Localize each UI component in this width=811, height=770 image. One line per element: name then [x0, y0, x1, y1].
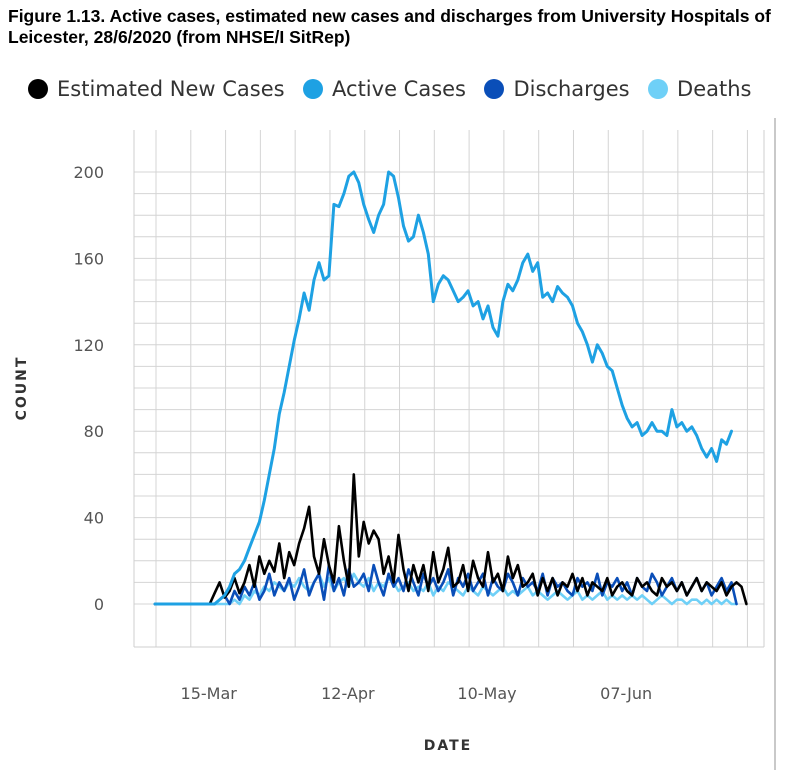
y-tick-label: 0 — [94, 595, 104, 614]
x-tick-label: 12-Apr — [321, 684, 375, 703]
x-axis-title: DATE — [424, 738, 472, 754]
y-axis: 0 40 80 120 160 200 — [73, 163, 104, 614]
y-tick-label: 40 — [84, 509, 104, 528]
legend-label: Deaths — [677, 77, 752, 101]
legend-label: Discharges — [513, 77, 630, 101]
x-axis: 15-Mar 12-Apr 10-May 07-Jun — [181, 684, 653, 703]
series-lines — [153, 170, 748, 606]
legend-item-active-cases[interactable]: Active Cases — [303, 77, 466, 101]
legend-marker — [28, 79, 48, 99]
x-tick-label: 15-Mar — [181, 684, 238, 703]
x-tick-label: 10-May — [457, 684, 516, 703]
series-line-estimated-new-cases — [153, 473, 748, 606]
legend-item-estimated-new-cases[interactable]: Estimated New Cases — [28, 77, 285, 101]
y-tick-label: 120 — [73, 336, 104, 355]
legend-item-deaths[interactable]: Deaths — [648, 77, 752, 101]
legend-marker — [484, 79, 505, 99]
y-tick-label: 160 — [73, 249, 104, 268]
legend-marker — [303, 79, 324, 99]
y-tick-label: 200 — [73, 163, 104, 182]
chart-legend: Estimated New Cases Active Cases Dischar… — [28, 77, 774, 109]
legend-label: Estimated New Cases — [57, 77, 285, 101]
series-line-deaths — [153, 572, 738, 606]
x-tick-label: 07-Jun — [600, 684, 652, 703]
figure-title: Figure 1.13. Active cases, estimated new… — [8, 6, 771, 47]
y-axis-title: COUNT — [14, 356, 30, 421]
y-tick-label: 80 — [84, 422, 104, 441]
legend-label: Active Cases — [332, 77, 466, 101]
series-line-active-cases — [153, 170, 733, 606]
legend-marker — [648, 79, 669, 99]
legend-item-discharges[interactable]: Discharges — [484, 77, 630, 101]
panel-divider — [774, 118, 776, 770]
